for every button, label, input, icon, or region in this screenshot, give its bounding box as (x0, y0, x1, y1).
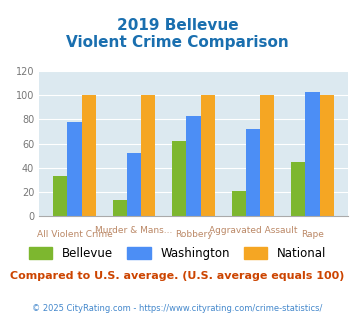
Bar (231, 191, 246, 216)
Bar (113, 200, 127, 216)
Bar (53, 176, 67, 216)
Bar (67, 122, 82, 216)
Text: Rape: Rape (301, 230, 324, 239)
Bar (186, 116, 201, 216)
Text: Compared to U.S. average. (U.S. average equals 100): Compared to U.S. average. (U.S. average … (10, 271, 345, 280)
Bar (141, 95, 155, 216)
Text: Violent Crime Comparison: Violent Crime Comparison (66, 35, 289, 50)
Bar (82, 95, 96, 216)
Text: 2019 Bellevue: 2019 Bellevue (117, 18, 238, 33)
Bar (291, 162, 305, 216)
Text: All Violent Crime: All Violent Crime (37, 230, 113, 239)
Bar (172, 141, 186, 216)
Text: Aggravated Assault: Aggravated Assault (209, 226, 297, 235)
Text: Robbery: Robbery (175, 230, 212, 239)
Text: © 2025 CityRating.com - https://www.cityrating.com/crime-statistics/: © 2025 CityRating.com - https://www.city… (32, 304, 323, 313)
Bar (201, 95, 215, 216)
Text: Murder & Mans...: Murder & Mans... (95, 226, 173, 235)
Bar (305, 91, 320, 216)
Bar (320, 95, 334, 216)
Bar (246, 129, 260, 216)
Bar (260, 95, 274, 216)
Legend: Bellevue, Washington, National: Bellevue, Washington, National (24, 242, 331, 264)
Bar (127, 153, 141, 216)
